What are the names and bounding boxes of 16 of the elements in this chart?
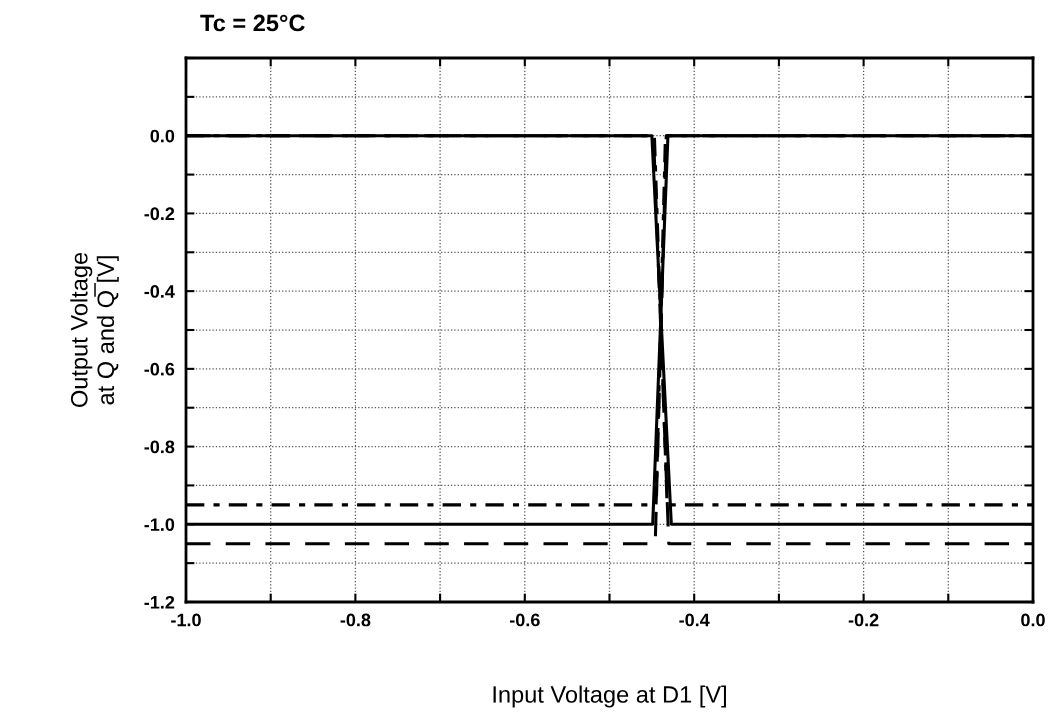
x-tick-label: -0.4 (679, 613, 710, 627)
chart-title: Tc = 25°C (200, 14, 305, 32)
x-axis-title: Input Voltage at D1 [V] (493, 685, 726, 708)
y-tick-label: -0.4 (144, 285, 175, 298)
y-tick-label: -0.2 (144, 207, 175, 221)
y-tick-label: 0.0 (150, 129, 175, 143)
y-tick-label: -0.8 (144, 440, 175, 454)
y-axis-title: Output Voltage at Q and Q̅ [V] (70, 252, 119, 407)
x-tick-label: -0.8 (340, 613, 371, 627)
x-tick-label: -1.0 (171, 613, 201, 627)
x-tick-label: -0.2 (848, 613, 879, 627)
y-tick-label: -0.6 (144, 362, 175, 376)
x-tick-label: 0.0 (1021, 613, 1045, 627)
y-tick-label: -1.0 (144, 518, 175, 532)
y-tick-label: -1.2 (144, 595, 175, 609)
x-tick-label: -0.6 (509, 613, 540, 627)
